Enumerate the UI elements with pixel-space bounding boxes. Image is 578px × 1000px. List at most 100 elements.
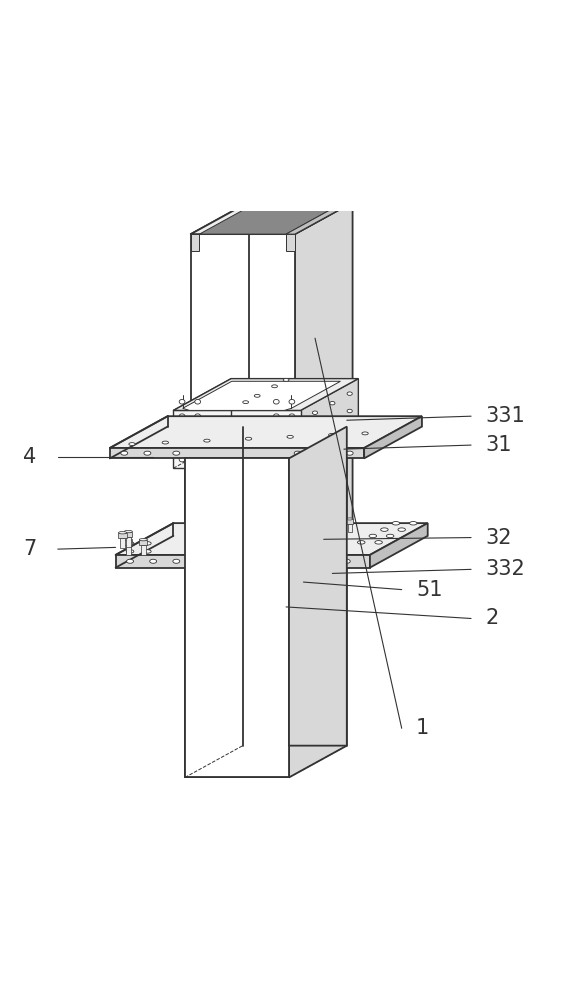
- Ellipse shape: [287, 435, 293, 438]
- Polygon shape: [116, 523, 428, 555]
- Ellipse shape: [179, 428, 185, 433]
- Ellipse shape: [347, 392, 353, 395]
- Text: 2: 2: [486, 608, 499, 628]
- Polygon shape: [346, 519, 353, 524]
- Ellipse shape: [273, 414, 279, 419]
- Ellipse shape: [312, 411, 317, 414]
- Text: 332: 332: [486, 559, 525, 579]
- Ellipse shape: [179, 414, 185, 419]
- Polygon shape: [185, 458, 289, 777]
- Ellipse shape: [392, 522, 399, 525]
- Polygon shape: [234, 540, 240, 544]
- Ellipse shape: [283, 378, 289, 381]
- Ellipse shape: [195, 443, 201, 447]
- Polygon shape: [323, 519, 330, 524]
- Ellipse shape: [312, 428, 317, 432]
- Ellipse shape: [289, 443, 295, 447]
- Ellipse shape: [144, 451, 151, 455]
- Text: 4: 4: [23, 447, 36, 467]
- Polygon shape: [199, 207, 335, 234]
- Ellipse shape: [273, 428, 279, 433]
- Polygon shape: [191, 202, 353, 234]
- Polygon shape: [303, 530, 310, 535]
- Ellipse shape: [124, 538, 132, 541]
- Ellipse shape: [312, 449, 317, 452]
- Ellipse shape: [212, 547, 216, 549]
- Polygon shape: [173, 379, 358, 410]
- Ellipse shape: [329, 401, 335, 405]
- Ellipse shape: [195, 414, 201, 419]
- Ellipse shape: [347, 429, 353, 433]
- Ellipse shape: [328, 433, 335, 436]
- Ellipse shape: [127, 559, 134, 563]
- Polygon shape: [277, 537, 280, 546]
- Ellipse shape: [273, 457, 279, 462]
- Text: 31: 31: [486, 435, 512, 455]
- Polygon shape: [338, 524, 344, 529]
- Polygon shape: [348, 524, 351, 532]
- Ellipse shape: [289, 399, 295, 404]
- Polygon shape: [339, 529, 343, 537]
- Ellipse shape: [289, 428, 295, 433]
- Polygon shape: [190, 458, 202, 477]
- Ellipse shape: [323, 451, 330, 455]
- Polygon shape: [191, 234, 199, 251]
- Ellipse shape: [195, 457, 201, 462]
- Ellipse shape: [306, 539, 312, 542]
- Ellipse shape: [195, 428, 201, 433]
- Ellipse shape: [346, 518, 353, 520]
- Ellipse shape: [362, 432, 368, 435]
- Ellipse shape: [347, 409, 353, 413]
- Polygon shape: [289, 402, 347, 777]
- Ellipse shape: [326, 529, 333, 531]
- Ellipse shape: [273, 443, 279, 447]
- Ellipse shape: [143, 550, 151, 553]
- Polygon shape: [211, 458, 224, 477]
- Polygon shape: [289, 427, 347, 746]
- Ellipse shape: [202, 559, 209, 563]
- Ellipse shape: [243, 540, 248, 542]
- Polygon shape: [370, 523, 428, 568]
- Polygon shape: [328, 535, 331, 543]
- Polygon shape: [173, 410, 301, 468]
- Polygon shape: [124, 532, 132, 537]
- Polygon shape: [124, 540, 132, 545]
- Polygon shape: [126, 537, 131, 547]
- Ellipse shape: [323, 518, 330, 520]
- Ellipse shape: [346, 451, 353, 455]
- Ellipse shape: [329, 419, 335, 422]
- Text: 7: 7: [23, 539, 36, 559]
- Polygon shape: [118, 533, 127, 538]
- Ellipse shape: [139, 538, 147, 541]
- Ellipse shape: [273, 399, 279, 404]
- Ellipse shape: [329, 439, 335, 442]
- Polygon shape: [295, 202, 353, 555]
- Ellipse shape: [275, 544, 280, 547]
- Polygon shape: [326, 530, 333, 535]
- Ellipse shape: [272, 385, 277, 388]
- Ellipse shape: [245, 437, 251, 440]
- Ellipse shape: [179, 443, 185, 447]
- Polygon shape: [235, 544, 239, 553]
- Polygon shape: [283, 568, 286, 590]
- Ellipse shape: [303, 529, 310, 531]
- Ellipse shape: [343, 559, 350, 563]
- Ellipse shape: [143, 542, 151, 545]
- Polygon shape: [110, 448, 364, 458]
- Polygon shape: [208, 568, 211, 590]
- Text: 51: 51: [416, 580, 443, 600]
- Text: 331: 331: [486, 406, 525, 426]
- Polygon shape: [249, 568, 251, 590]
- Ellipse shape: [203, 439, 210, 442]
- Ellipse shape: [126, 542, 134, 545]
- Polygon shape: [185, 434, 289, 777]
- Polygon shape: [249, 568, 251, 590]
- Ellipse shape: [409, 522, 417, 525]
- Polygon shape: [141, 545, 146, 555]
- Ellipse shape: [275, 532, 282, 534]
- Polygon shape: [183, 381, 340, 410]
- Polygon shape: [139, 540, 147, 545]
- Polygon shape: [237, 568, 240, 590]
- Ellipse shape: [150, 559, 157, 563]
- Polygon shape: [316, 529, 320, 537]
